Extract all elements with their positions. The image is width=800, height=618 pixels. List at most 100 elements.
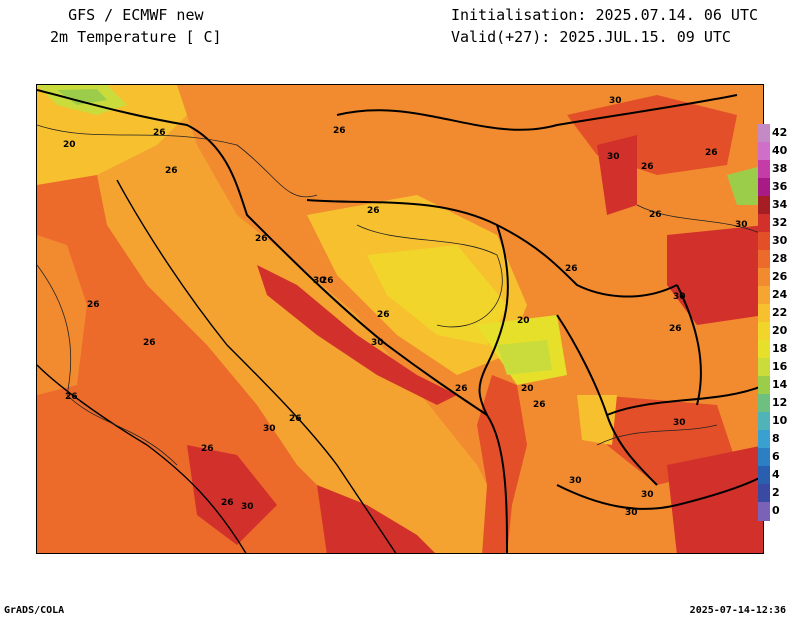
contour-label: 20 [63,140,76,150]
legend-label: 40 [772,144,788,157]
color-legend [758,124,770,521]
legend-label: 36 [772,180,788,193]
legend-swatch [758,160,770,179]
legend-label: 12 [772,396,788,409]
legend-swatch [758,484,770,503]
contour-label: 26 [201,444,214,454]
italy-east-coastline [116,179,397,553]
legend-label: 0 [772,504,780,517]
contour-label: 30 [241,502,254,512]
isotherm-line [636,204,763,235]
initialisation-text: Initialisation: 2025.07.14. 06 UTC [450,6,758,24]
italy-west-coast [37,235,87,395]
legend-swatch [758,376,770,395]
software-credit: GrADS/COLA [4,605,65,616]
legend-label: 18 [772,342,788,355]
legend-label: 24 [772,288,788,301]
contour-label: 26 [87,300,100,310]
legend-label: 8 [772,432,780,445]
legend-swatch [758,286,770,305]
northern-border [336,94,738,131]
italy-hot-zone [187,445,277,545]
contour-label: 30 [673,418,686,428]
legend-swatch [758,412,770,431]
italy-west-coastline [37,364,247,553]
legend-label: 42 [772,126,788,139]
adriatic-east-coastline [37,89,508,553]
alps-coldest-zone [57,89,107,105]
legend-swatch [758,430,770,449]
map-canvas: 20 26 26 26 26 26 26 26 26 26 26 26 26 26 26 26 26 26 26 26… [37,85,763,553]
contour-label: 26 [649,210,662,220]
variable-title: 2m Temperature [ C] [50,28,222,46]
contour-label: 30 [313,276,326,286]
contour-label: 30 [371,338,384,348]
legend-label: 6 [772,450,780,463]
legend-swatch [758,358,770,377]
contour-label: 26 [641,162,654,172]
legend-swatch [758,178,770,197]
contour-label: 26 [669,324,682,334]
legend-label: 34 [772,198,788,211]
legend-label: 32 [772,216,788,229]
contour-labels: 20 26 26 26 26 26 26 26 26 26 26 26 26 26 26 26 26 26 26 26… [63,96,748,518]
greece-border [556,474,763,510]
contour-label: 20 [517,316,530,326]
legend-label: 28 [772,252,788,265]
legend-swatch [758,394,770,413]
contour-label: 26 [153,128,166,138]
legend-label: 16 [772,360,788,373]
legend-label: 10 [772,414,788,427]
contour-label: 26 [143,338,156,348]
legend-swatch [758,340,770,359]
legend-label: 26 [772,270,788,283]
legend-label: 38 [772,162,788,175]
legend-swatch [758,196,770,215]
montenegro-cold-zone [497,340,552,375]
albania-mountain-zone [577,395,617,445]
legend-label: 20 [772,324,788,337]
legend-label: 2 [772,486,780,499]
legend-label: 22 [772,306,788,319]
legend-swatch [758,250,770,269]
legend-swatch [758,304,770,323]
contour-label: 30 [673,292,686,302]
croatia-bosnia-border [306,199,678,298]
isotherm-line [37,124,318,198]
romania-hot-zone [667,225,763,325]
legend-swatch [758,448,770,467]
macedonia-border [606,384,763,416]
contour-label: 30 [641,490,654,500]
contour-label: 30 [735,220,748,230]
temperature-map: 20 26 26 26 26 26 26 26 26 26 26 26 26 26 26 26 26 26 26 26… [36,84,764,554]
contour-label: 26 [533,400,546,410]
carpathian-cool-spot [727,165,763,205]
vojvodina-hot-zone [597,135,637,215]
contour-label: 26 [705,148,718,158]
legend-label: 14 [772,378,788,391]
contour-label: 30 [263,424,276,434]
run-info-block: Initialisation: 2025.07.14. 06 UTC Valid… [451,4,758,48]
isotherm-line [37,264,178,466]
italy-land [37,175,357,553]
greece-hot-zone [667,445,763,553]
contour-label: 30 [607,152,620,162]
dinaric-cool-zone [367,245,507,345]
model-title: GFS / ECMWF new [68,6,204,24]
contour-label: 30 [569,476,582,486]
bulgaria-border [676,284,702,406]
generated-timestamp: 2025-07-14-12:36 [689,605,786,616]
legend-swatch [758,232,770,251]
legend-swatch [758,124,770,143]
legend-swatch [758,466,770,485]
legend-swatch [758,268,770,287]
contour-label: 30 [609,96,622,106]
legend-swatch [758,322,770,341]
contour-label: 26 [367,206,380,216]
legend-swatch [758,142,770,161]
contour-label: 26 [565,264,578,274]
contour-label: 26 [377,310,390,320]
legend-swatch [758,214,770,233]
legend-label: 4 [772,468,780,481]
isotherm-line [596,424,718,446]
